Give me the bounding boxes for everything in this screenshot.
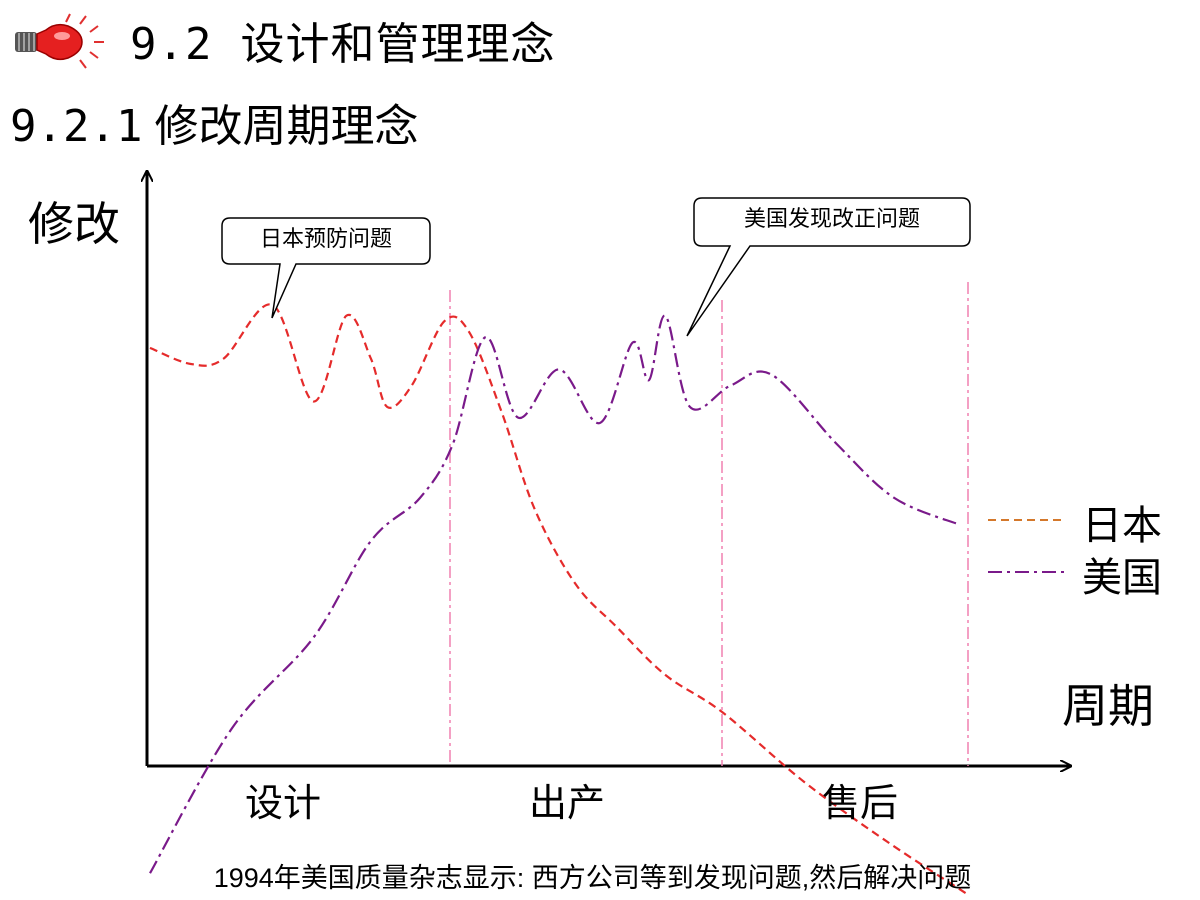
annotation-japan: 日本预防问题 xyxy=(259,227,392,252)
series-line-usa xyxy=(149,314,961,874)
phase-label-production: 出产 xyxy=(528,781,605,825)
caption: 1994年美国质量杂志显示: 西方公司等到发现问题,然后解决问题 xyxy=(213,863,972,893)
y-axis-label: 修改 xyxy=(28,197,120,251)
subsection-title: 9.2.1 修改周期理念 xyxy=(10,90,418,154)
x-axis-label: 周期 xyxy=(1062,679,1154,733)
subsection-title-text: 修改周期理念 xyxy=(154,101,419,152)
section-number: 9.2 xyxy=(130,19,213,70)
callout-box-japan xyxy=(221,217,431,319)
annotation-usa: 美国发现改正问题 xyxy=(743,207,920,232)
legend-label-japan: 日本 xyxy=(1082,503,1162,549)
phase-label-design: 设计 xyxy=(244,781,321,825)
section-title-text: 设计和管理理念 xyxy=(240,19,556,70)
phase-label-aftersales: 售后 xyxy=(821,781,898,825)
subsection-number: 9.2.1 xyxy=(10,101,143,152)
lightbulb-icon xyxy=(15,13,104,69)
legend-label-usa: 美国 xyxy=(1082,555,1162,601)
section-title: 9.2 设计和管理理念 xyxy=(130,8,555,72)
callout-box-usa xyxy=(686,197,971,337)
